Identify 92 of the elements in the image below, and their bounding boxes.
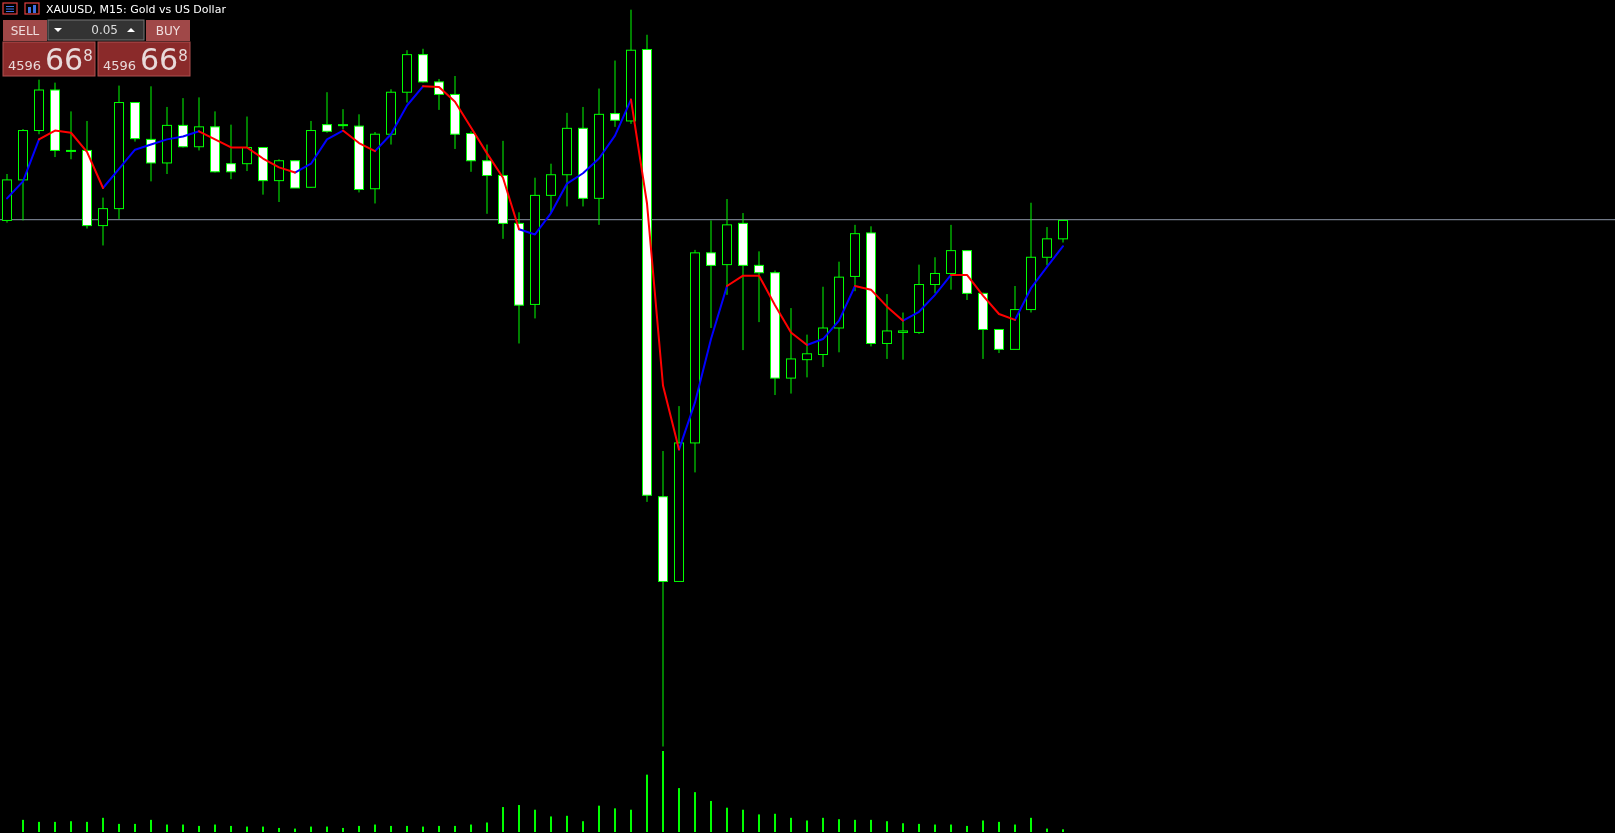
annotation: 66$^{8}$ — [140, 42, 188, 77]
bar — [230, 825, 232, 832]
bar — [406, 825, 408, 832]
bar — [662, 751, 664, 832]
candlestick — [994, 328, 1004, 354]
bar — [582, 821, 584, 832]
bar — [54, 821, 56, 832]
bar — [198, 825, 200, 832]
annotation: 0.05 — [91, 23, 118, 37]
bar — [342, 827, 344, 832]
bar — [950, 824, 952, 832]
bar — [38, 821, 40, 832]
bar — [934, 824, 936, 832]
candlestick — [882, 293, 892, 360]
candlestick — [226, 124, 236, 180]
bar — [1030, 817, 1032, 832]
bar — [726, 807, 728, 832]
bar — [422, 826, 424, 832]
bar — [998, 821, 1000, 832]
bar — [966, 825, 968, 832]
candlestick — [98, 197, 108, 246]
bar — [246, 826, 248, 832]
bar — [822, 817, 824, 832]
bar — [358, 825, 360, 832]
candlestick — [706, 219, 716, 329]
bar — [982, 820, 984, 832]
bar — [790, 817, 792, 832]
candlestick — [610, 60, 620, 128]
bar — [454, 825, 456, 832]
bar — [214, 824, 216, 832]
candlestick — [66, 110, 76, 160]
bar — [438, 825, 440, 832]
annotation: 4596 — [8, 58, 42, 73]
bar — [630, 809, 632, 832]
candlestick — [930, 256, 940, 294]
bar — [614, 808, 616, 832]
bar — [886, 821, 888, 832]
bar — [806, 820, 808, 832]
bar — [1014, 824, 1016, 832]
candlestick — [146, 85, 156, 182]
bar — [374, 824, 376, 832]
bar — [118, 823, 120, 832]
bar — [182, 824, 184, 832]
bar — [758, 814, 760, 832]
bar — [902, 823, 904, 832]
candlestick — [1042, 226, 1052, 266]
candlestick — [322, 91, 332, 134]
bar — [102, 817, 104, 832]
chart-title: XAUUSD, M15: Gold vs US Dollar — [46, 3, 227, 16]
candlestick — [786, 307, 796, 395]
bar — [598, 805, 600, 832]
bar — [326, 826, 328, 832]
bar — [134, 823, 136, 832]
bar — [742, 809, 744, 832]
bar — [918, 823, 920, 832]
annotation: 66$^{8}$ — [45, 42, 93, 77]
bar — [518, 805, 520, 832]
bar — [22, 819, 24, 832]
bar — [150, 819, 152, 832]
bar — [710, 800, 712, 832]
bar — [694, 792, 696, 832]
bar — [310, 826, 312, 832]
candlestick — [482, 144, 492, 215]
candlestick — [946, 224, 956, 291]
bar — [774, 813, 776, 832]
bar — [838, 819, 840, 832]
candlestick — [194, 96, 204, 151]
annotation: SELL — [10, 24, 40, 38]
bar — [502, 807, 504, 832]
bar — [678, 788, 680, 832]
bar — [550, 816, 552, 832]
candlestick — [802, 334, 812, 378]
bar — [86, 821, 88, 832]
candlestick — [546, 163, 556, 214]
bar — [166, 824, 168, 832]
bar — [566, 815, 568, 832]
annotation: 4596 — [103, 58, 137, 73]
annotation: BUY — [155, 24, 181, 38]
candlestick — [338, 108, 348, 130]
candlestick — [898, 312, 908, 361]
bar — [870, 819, 872, 832]
candlestick — [754, 250, 764, 323]
bar — [70, 821, 72, 832]
bar — [534, 809, 536, 832]
bar — [854, 819, 856, 832]
bar — [262, 826, 264, 832]
bar — [470, 824, 472, 832]
bar — [486, 822, 488, 832]
bar — [646, 774, 648, 832]
bar — [1062, 829, 1064, 832]
bar — [278, 827, 280, 832]
bar — [390, 825, 392, 832]
